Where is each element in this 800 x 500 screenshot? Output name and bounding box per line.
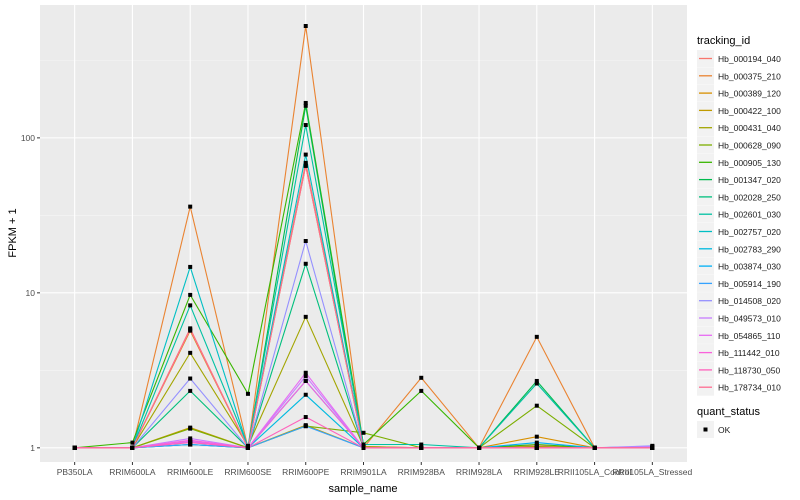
data-point-Hb_002601_030 [188,303,193,308]
data-point-Hb_054865_110 [303,370,308,375]
data-point-Hb_000628_090 [188,426,193,431]
data-point-Hb_178734_010 [303,163,308,168]
data-point-Hb_000375_210 [303,24,308,29]
y-tick-label: 100 [21,133,35,143]
data-point-Hb_000375_210 [534,334,539,339]
x-tick-label: RRIM600PE [282,467,330,477]
data-point-Hb_002601_030 [361,442,366,447]
data-point-Hb_002757_020 [188,264,193,269]
data-point-Hb_000905_130 [245,391,250,396]
data-point-Hb_002601_030 [419,442,424,447]
legend-label: Hb_005914_190 [718,279,781,289]
legend-label: Hb_000194_040 [718,54,781,64]
data-point-Hb_002601_030 [534,381,539,386]
legend-label: Hb_000375_210 [718,71,781,81]
legend-label: Hb_049573_010 [718,314,781,324]
x-tick-label: RRIM901LA [340,467,387,477]
legend-label: Hb_002028_250 [718,192,781,202]
data-point-Hb_118730_050 [303,415,308,420]
data-point-Hb_003874_030 [534,440,539,445]
data-point-Hb_178734_010 [419,445,424,450]
x-tick-label: RRIM600SE [224,467,272,477]
legend-label: Hb_000431_040 [718,123,781,133]
shape-legend-title: quant_status [697,406,760,418]
legend-label: Hb_178734_010 [718,383,781,393]
y-tick-label: 1 [30,443,35,453]
data-point-Hb_000628_090 [534,403,539,408]
data-point-Hb_002028_250 [188,388,193,393]
data-point-Hb_118730_050 [188,440,193,445]
data-point-Hb_000431_040 [188,350,193,355]
legend-label: Hb_054865_110 [718,331,781,341]
data-point-Hb_014508_020 [303,239,308,244]
data-point-Hb_178734_010 [188,327,193,332]
data-point-Hb_178734_010 [72,445,77,450]
legend-label: Hb_000389_120 [718,89,781,99]
data-point-Hb_002757_020 [303,152,308,157]
data-point-Hb_178734_010 [245,445,250,450]
x-axis-label: sample_name [328,483,397,495]
x-tick-label: RRII105LA_Control [558,467,632,477]
legend-title: tracking_id [697,35,750,47]
x-tick-label: RRIM600LE [167,467,214,477]
data-point-Hb_178734_010 [534,445,539,450]
x-tick-label: RRIM928BA [398,467,446,477]
legend-label: Hb_000905_130 [718,158,781,168]
data-point-Hb_001347_020 [534,378,539,383]
data-point-Hb_000905_130 [188,292,193,297]
data-point-Hb_178734_010 [130,445,135,450]
x-tick-label: RRIM928LA [456,467,503,477]
data-point-Hb_001347_020 [303,103,308,108]
data-point-Hb_000375_210 [419,375,424,380]
shape-legend-label-ok: OK [718,425,731,435]
data-point-Hb_002028_250 [303,261,308,266]
legend-label: Hb_000422_100 [718,106,781,116]
data-point-Hb_005914_190 [303,424,308,429]
data-point-Hb_178734_010 [592,445,597,450]
x-tick-label: PB350LA [57,467,93,477]
data-point-Hb_000375_210 [188,204,193,209]
legend-label: Hb_111442_010 [718,348,780,358]
legend-label: Hb_002783_290 [718,244,781,254]
data-point-Hb_000905_130 [130,440,135,445]
y-tick-label: 10 [26,288,36,298]
data-point-Hb_000905_130 [419,388,424,393]
data-point-Hb_000389_120 [534,434,539,439]
data-point-Hb_014508_020 [188,376,193,381]
data-point-Hb_178734_010 [477,445,482,450]
data-point-Hb_000194_040 [303,160,308,165]
data-point-Hb_002601_030 [303,123,308,128]
data-point-Hb_000628_090 [361,430,366,435]
data-point-Hb_000431_040 [303,314,308,319]
data-point-Hb_000905_130 [303,100,308,105]
legend-label: Hb_118730_050 [718,365,781,375]
data-point-Hb_111442_010 [303,378,308,383]
legend-label: Hb_002757_020 [718,227,781,237]
legend-label: Hb_003874_030 [718,262,781,272]
legend-label: Hb_001347_020 [718,175,781,185]
legend-label: Hb_002601_030 [718,210,781,220]
ok-square-icon [703,427,708,432]
x-tick-label: RRII105LA_Stressed [612,467,692,477]
y-axis-label: FPKM + 1 [7,208,19,257]
legend-label: Hb_014508_020 [718,296,781,306]
legend-label: Hb_000628_090 [718,141,781,151]
data-point-Hb_002783_290 [303,392,308,397]
x-tick-label: RRIM600LA [109,467,156,477]
data-point-Hb_178734_010 [361,445,366,450]
x-tick-label: RRIM928LE [514,467,561,477]
data-point-Hb_178734_010 [650,445,655,450]
data-point-Hb_111442_010 [188,438,193,443]
data-point-Hb_049573_010 [303,374,308,379]
